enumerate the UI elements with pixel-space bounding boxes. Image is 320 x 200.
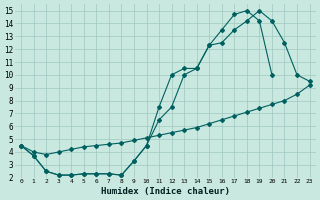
X-axis label: Humidex (Indice chaleur): Humidex (Indice chaleur): [101, 187, 230, 196]
